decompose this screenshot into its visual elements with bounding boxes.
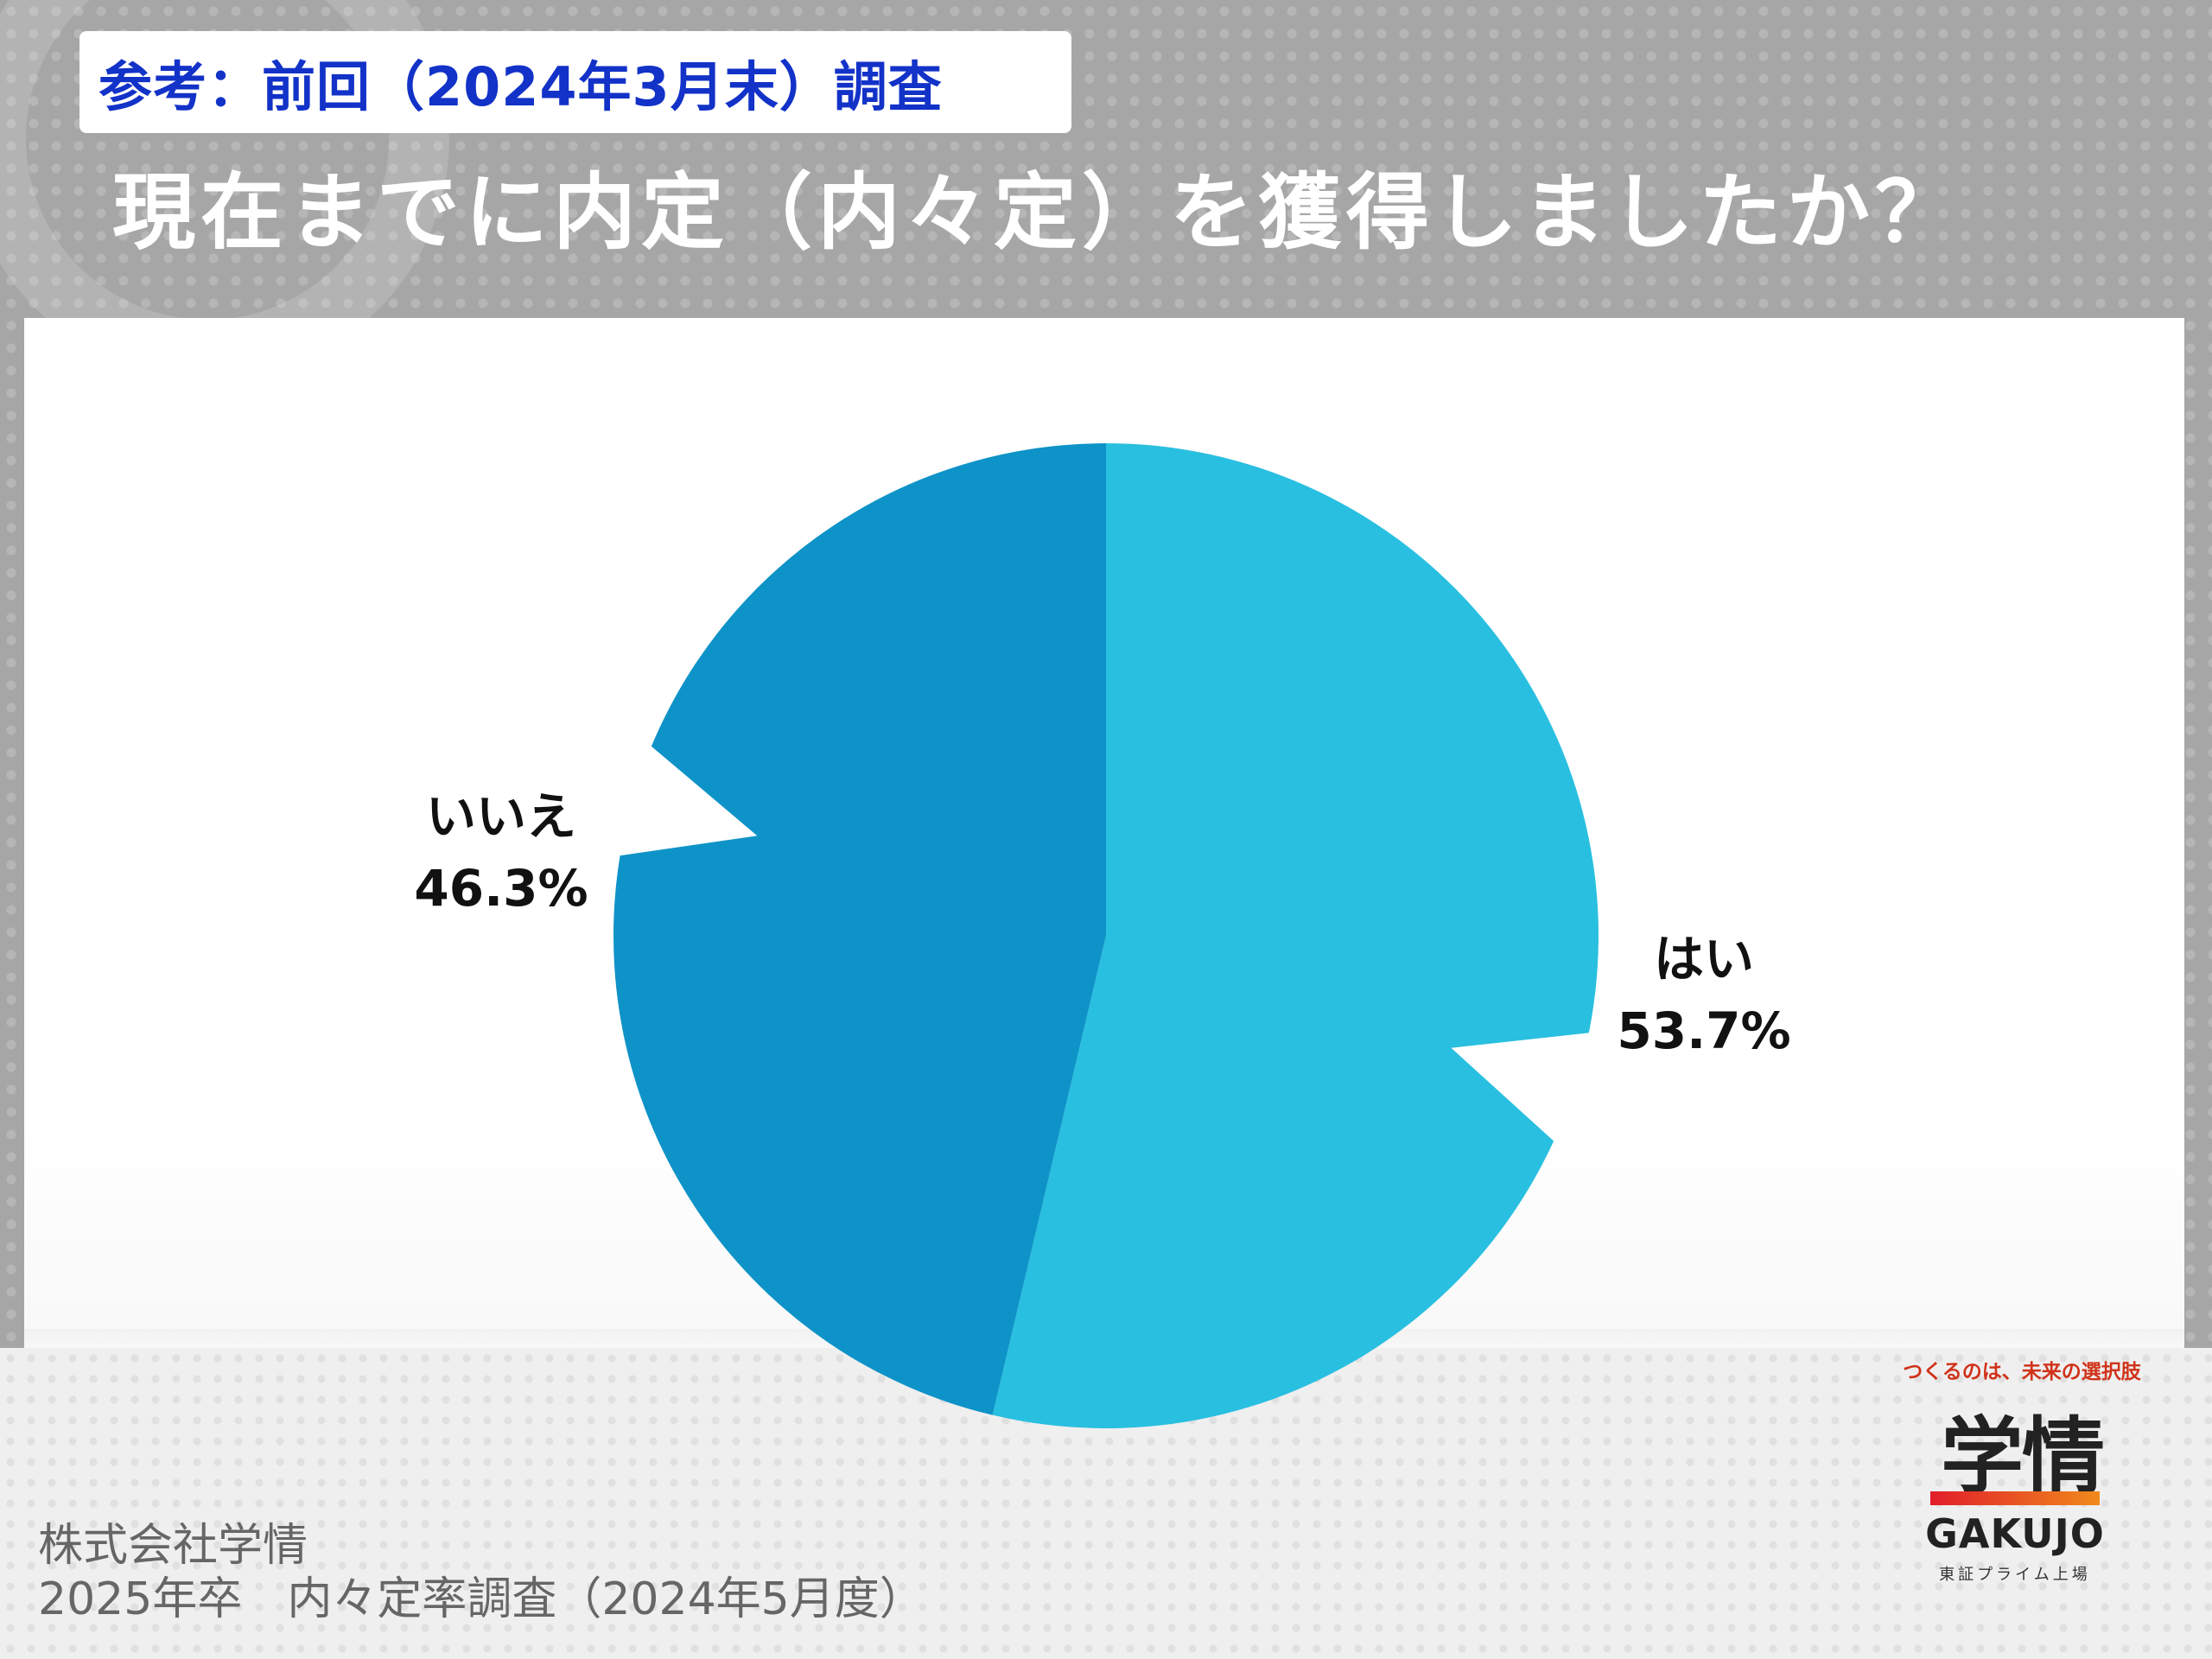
slice-value-yes: 53.7% [1617,1001,1790,1060]
footer-source: 株式会社学情 2025年卒 内々定率調査（2024年5月度） [38,1519,925,1626]
reference-label-text: 参考：前回（2024年3月末）調査 [99,55,943,118]
logo-tagline: つくるのは、未来の選択肢 [1903,1361,2141,1383]
pie-slice-no [613,443,1106,1415]
pie-slice-yes [992,443,1599,1428]
footer-survey: 2025年卒 内々定率調査（2024年5月度） [38,1573,925,1625]
logo-kanji: 学情 [1941,1408,2105,1505]
logo-subtitle: 東証プライム上場 [1939,1566,2091,1584]
slice-value-no: 46.3% [414,859,588,918]
callout-pointer-no [609,739,758,857]
logo-english: GAKUJO [1925,1510,2105,1557]
callout-pointer-yes [1451,1032,1600,1148]
reference-label: 参考：前回（2024年3月末）調査 [79,31,1071,133]
slice-label-yes: はい [1654,930,1754,988]
chart-title: 現在までに内定（内々定）を獲得しましたか？ [112,163,1963,261]
logo-gradient-bar [1930,1491,2100,1505]
gakujo-logo: つくるのは、未来の選択肢 学情 GAKUJO 東証プライム上場 [1892,1355,2152,1588]
slice-label-no: いいえ [426,787,576,846]
footer-company: 株式会社学情 [38,1520,308,1572]
